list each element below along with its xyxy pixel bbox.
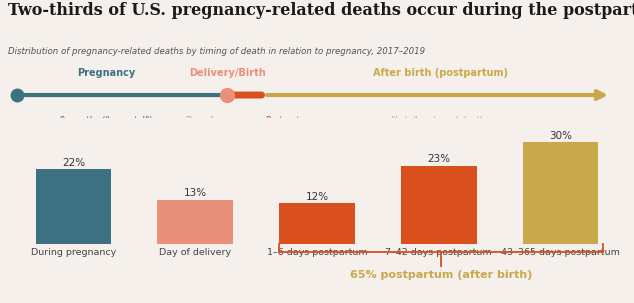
- Bar: [523, 142, 598, 244]
- Text: 30%: 30%: [549, 131, 572, 141]
- Text: Two-thirds of U.S. pregnancy-related deaths occur during the postpartum period.: Two-thirds of U.S. pregnancy-related dea…: [8, 2, 634, 18]
- Bar: [36, 169, 111, 244]
- Text: 9 months (“prenatal”): 9 months (“prenatal”): [60, 116, 153, 125]
- Text: Distribution of pregnancy-related deaths by timing of death in relation to pregn: Distribution of pregnancy-related deaths…: [8, 47, 425, 56]
- Text: Day of
delivery: Day of delivery: [183, 116, 216, 135]
- Text: “Late” maternal deaths
(days 43–365 postpartum): “Late” maternal deaths (days 43–365 post…: [385, 116, 496, 135]
- Bar: [279, 203, 355, 244]
- Bar: [401, 166, 477, 244]
- Text: 23%: 23%: [427, 155, 450, 165]
- Text: After birth (postpartum): After birth (postpartum): [373, 68, 508, 78]
- Bar: [157, 200, 233, 244]
- Text: 13%: 13%: [184, 188, 207, 198]
- Text: 12%: 12%: [306, 192, 328, 202]
- Text: Pregnancy: Pregnancy: [77, 68, 136, 78]
- Text: 65% postpartum (after birth): 65% postpartum (after birth): [349, 270, 532, 280]
- Text: Delivery/Birth: Delivery/Birth: [189, 68, 266, 78]
- Text: 22%: 22%: [62, 158, 85, 168]
- Text: Postpartum
deaths
(days 1–42): Postpartum deaths (days 1–42): [264, 116, 314, 145]
